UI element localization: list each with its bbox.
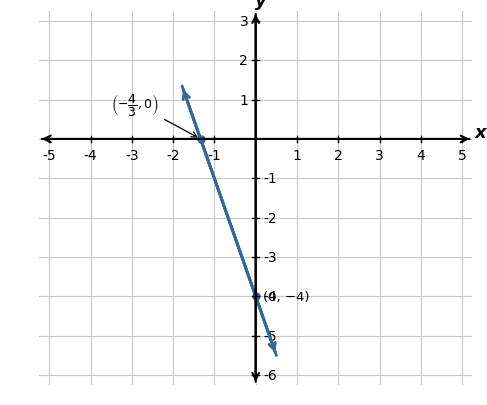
- Text: -4: -4: [84, 149, 97, 162]
- Text: -1: -1: [207, 149, 221, 162]
- Text: 1: 1: [240, 94, 248, 107]
- Text: 2: 2: [334, 149, 343, 162]
- Text: y: y: [255, 0, 266, 10]
- Text: -3: -3: [263, 250, 277, 264]
- Text: 4: 4: [416, 149, 425, 162]
- Text: 3: 3: [240, 15, 248, 29]
- Text: x: x: [474, 124, 486, 141]
- Text: $\left(-\dfrac{4}{3}, 0\right)$: $\left(-\dfrac{4}{3}, 0\right)$: [111, 92, 197, 138]
- Text: -6: -6: [263, 368, 277, 382]
- Text: -3: -3: [125, 149, 139, 162]
- Text: 1: 1: [293, 149, 301, 162]
- Text: -5: -5: [263, 329, 277, 343]
- Text: 5: 5: [458, 149, 467, 162]
- Text: -2: -2: [263, 211, 277, 225]
- Text: -2: -2: [166, 149, 180, 162]
- Text: -1: -1: [263, 172, 277, 186]
- Text: 2: 2: [240, 54, 248, 68]
- Text: -5: -5: [42, 149, 56, 162]
- Text: -4: -4: [263, 290, 277, 303]
- Text: (0, −4): (0, −4): [263, 290, 310, 303]
- Text: 3: 3: [375, 149, 384, 162]
